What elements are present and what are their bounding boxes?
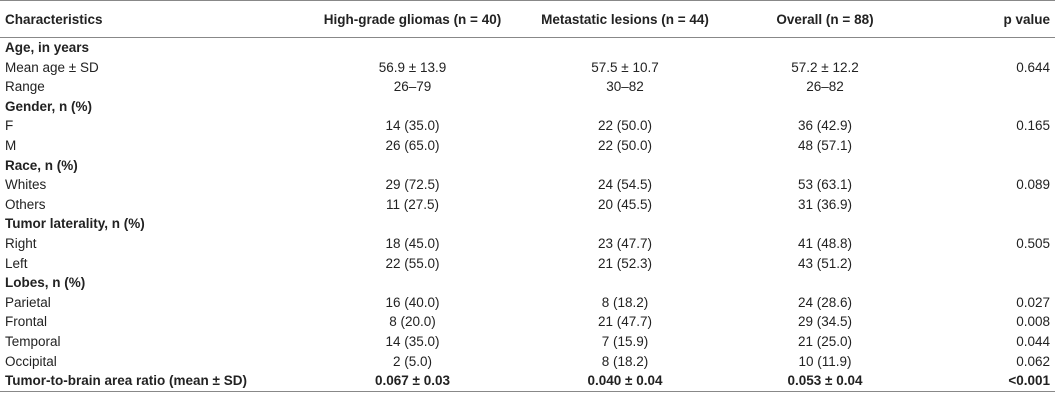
- table-row: Others 11 (27.5) 20 (45.5) 31 (36.9): [0, 195, 1055, 215]
- table-cell: Tumor-to-brain area ratio (mean ± SD): [5, 373, 247, 389]
- group-row: Race, n (%): [0, 156, 1055, 176]
- table-cell: 43 (51.2): [797, 255, 853, 271]
- table-cell: 11 (27.5): [385, 196, 440, 212]
- table-cell: [925, 195, 1055, 215]
- group-title: Lobes, n (%): [5, 275, 86, 291]
- header-row: Characteristics High-grade gliomas (n = 4…: [0, 0, 1055, 38]
- table-cell: M: [5, 137, 17, 153]
- table-cell: Occipital: [5, 353, 57, 369]
- table-cell: 8 (18.2): [601, 294, 649, 310]
- table-cell: Left: [5, 255, 28, 271]
- group-row: Lobes, n (%): [0, 273, 1055, 293]
- table-cell: 14 (35.0): [385, 118, 440, 134]
- table-row: Frontal 8 (20.0) 21 (47.7) 29 (34.5) 0.008: [0, 312, 1055, 332]
- group-title: Race, n (%): [5, 157, 78, 173]
- table-cell: 24 (28.6): [797, 294, 853, 310]
- table-cell: 2 (5.0): [392, 353, 433, 369]
- table-cell: 56.9 ± 13.9: [378, 59, 447, 75]
- table-cell: 31 (36.9): [797, 196, 853, 212]
- table-cell: 0.027: [1016, 294, 1050, 310]
- table-cell: 0.505: [1016, 235, 1050, 251]
- table-cell: 57.2 ± 12.2: [791, 59, 859, 75]
- table-cell: 0.040 ± 0.04: [587, 373, 663, 389]
- table-cell: 8 (18.2): [601, 353, 649, 369]
- table-cell: Frontal: [5, 314, 48, 330]
- table-cell: Range: [5, 79, 45, 95]
- header-cell: Characteristics: [0, 0, 300, 38]
- table-cell: 26–82: [806, 79, 844, 95]
- table-cell: Temporal: [5, 333, 61, 349]
- table-cell: [925, 254, 1055, 274]
- table-cell: 0.062: [1016, 353, 1050, 369]
- table-row: Occipital 2 (5.0) 8 (18.2) 10 (11.9) 0.062: [0, 352, 1055, 372]
- group-title: Gender, n (%): [5, 98, 93, 114]
- table-cell: 24 (54.5): [597, 177, 653, 193]
- table-row: Right 18 (45.0) 23 (47.7) 41 (48.8) 0.505: [0, 234, 1055, 254]
- table-cell: Mean age ± SD: [5, 59, 99, 75]
- table-cell: 22 (50.0): [597, 118, 653, 134]
- table-cell: 8 (20.0): [389, 314, 436, 330]
- table-cell: 26 (65.0): [385, 137, 440, 153]
- table-cell: 23 (47.7): [597, 235, 653, 251]
- group-row: Gender, n (%): [0, 97, 1055, 117]
- table-cell: Right: [5, 235, 37, 251]
- table-cell: 22 (50.0): [597, 137, 653, 153]
- table-cell: Parietal: [5, 294, 51, 310]
- table-row: Left 22 (55.0) 21 (52.3) 43 (51.2): [0, 254, 1055, 274]
- table-row: Parietal 16 (40.0) 8 (18.2) 24 (28.6) 0.027: [0, 293, 1055, 313]
- table-cell: 10 (11.9): [798, 353, 852, 369]
- table-cell: 41 (48.8): [797, 235, 853, 251]
- table-cell: 16 (40.0): [385, 294, 440, 310]
- group-row: Age, in years: [0, 38, 1055, 58]
- table-cell: [925, 136, 1055, 156]
- table-cell: 0.008: [1016, 314, 1050, 330]
- header-cell: p value: [925, 0, 1055, 38]
- header-cell: Overall (n = 88): [725, 0, 925, 38]
- table-cell: 26–79: [393, 79, 432, 95]
- table-cell: 18 (45.0): [385, 235, 440, 251]
- table-header: Characteristics High-grade gliomas (n = 4…: [0, 0, 1055, 38]
- table-row: M 26 (65.0) 22 (50.0) 48 (57.1): [0, 136, 1055, 156]
- table-row: Tumor-to-brain area ratio (mean ± SD) 0.0…: [0, 371, 1055, 391]
- table-cell: 29 (72.5): [385, 177, 440, 193]
- table-cell: 29 (34.5): [797, 314, 853, 330]
- table-row: F 14 (35.0) 22 (50.0) 36 (42.9) 0.165: [0, 116, 1055, 136]
- table-cell: 57.5 ± 10.7: [591, 59, 659, 75]
- table-cell: 20 (45.5): [597, 196, 653, 212]
- group-row: Tumor laterality, n (%): [0, 214, 1055, 234]
- table-cell: 48 (57.1): [797, 137, 853, 153]
- table-cell: 0.044: [1016, 333, 1050, 349]
- table-cell: 21 (47.7): [597, 314, 653, 330]
- table-cell: 0.067 ± 0.03: [375, 373, 450, 389]
- table-cell: [925, 77, 1055, 97]
- table-cell: Whites: [5, 177, 47, 193]
- table-cell: <0.001: [1008, 373, 1050, 389]
- table-cell: 21 (52.3): [597, 255, 653, 271]
- table-cell: F: [5, 118, 14, 134]
- table-cell: Others: [5, 196, 46, 212]
- table-cell: 36 (42.9): [797, 118, 853, 134]
- table-cell: 0.089: [1016, 177, 1050, 193]
- header-cell: High-grade gliomas (n = 40): [300, 0, 525, 38]
- data-table: Characteristics High-grade gliomas (n = 4…: [0, 0, 1055, 392]
- table-cell: 14 (35.0): [385, 333, 440, 349]
- table-cell: 7 (15.9): [601, 333, 649, 349]
- table-cell: 0.644: [1016, 59, 1050, 75]
- table-row: Range 26–79 30–82 26–82: [0, 77, 1055, 97]
- table-body: Age, in years Mean age ± SD 56.9 ± 13.9 57.…: [0, 38, 1055, 392]
- table-cell: 30–82: [606, 79, 644, 95]
- table-cell: 53 (63.1): [797, 177, 853, 193]
- group-title: Tumor laterality, n (%): [5, 216, 145, 232]
- table-cell: 0.053 ± 0.04: [787, 373, 863, 389]
- table-row: Mean age ± SD 56.9 ± 13.9 57.5 ± 10.7 57.2 …: [0, 58, 1055, 78]
- table-row: Temporal 14 (35.0) 7 (15.9) 21 (25.0) 0.044: [0, 332, 1055, 352]
- table-cell: 22 (55.0): [385, 255, 440, 271]
- table-cell: 0.165: [1016, 118, 1050, 134]
- header-cell: Metastatic lesions (n = 44): [525, 0, 725, 38]
- table-cell: 21 (25.0): [797, 333, 853, 349]
- table-row: Whites 29 (72.5) 24 (54.5) 53 (63.1) 0.089: [0, 175, 1055, 195]
- group-title: Age, in years: [5, 40, 90, 55]
